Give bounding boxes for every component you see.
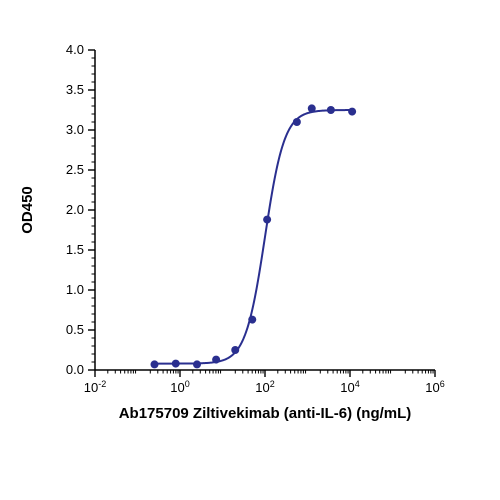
chart-svg: 0.00.51.01.52.02.53.03.54.010-2100102104… — [0, 0, 500, 500]
data-point — [308, 104, 316, 112]
svg-text:0.5: 0.5 — [66, 322, 84, 337]
data-point — [327, 106, 335, 114]
svg-text:2.5: 2.5 — [66, 162, 84, 177]
chart-container: 0.00.51.01.52.02.53.03.54.010-2100102104… — [0, 0, 500, 500]
svg-text:2.0: 2.0 — [66, 202, 84, 217]
data-point — [151, 360, 159, 368]
x-axis-label: Ab175709 Ziltivekimab (anti-IL-6) (ng/mL… — [119, 405, 412, 422]
data-point — [172, 360, 180, 368]
svg-text:1.0: 1.0 — [66, 282, 84, 297]
data-point — [231, 346, 239, 354]
svg-text:3.0: 3.0 — [66, 122, 84, 137]
y-axis-label: OD450 — [19, 186, 36, 234]
data-point — [212, 356, 220, 364]
svg-text:1.5: 1.5 — [66, 242, 84, 257]
data-point — [293, 118, 301, 126]
svg-text:0.0: 0.0 — [66, 362, 84, 377]
data-point — [263, 216, 271, 224]
data-point — [248, 316, 256, 324]
data-point — [348, 108, 356, 116]
data-point — [193, 360, 201, 368]
svg-text:3.5: 3.5 — [66, 82, 84, 97]
svg-text:4.0: 4.0 — [66, 42, 84, 57]
